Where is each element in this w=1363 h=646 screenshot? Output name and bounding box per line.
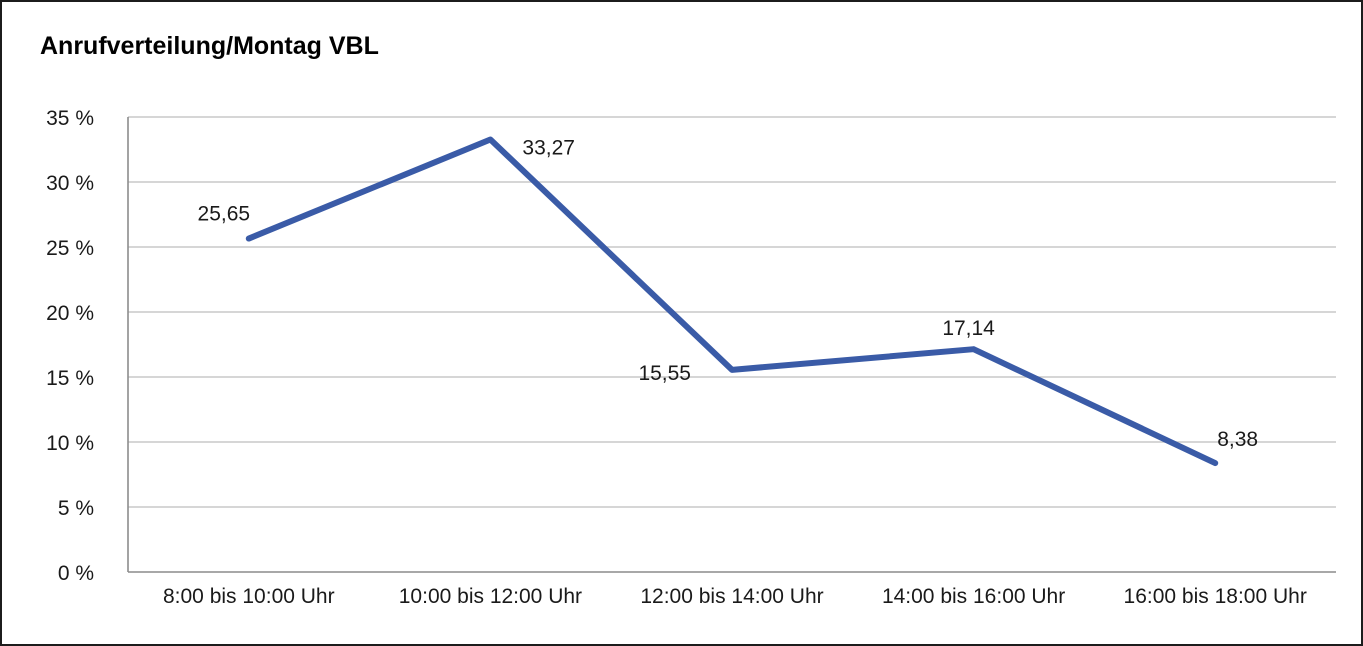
x-tick-label: 10:00 bis 12:00 Uhr <box>399 585 582 608</box>
data-label: 17,14 <box>942 317 995 340</box>
y-tick-label: 20 % <box>46 302 94 325</box>
data-label: 25,65 <box>198 203 251 226</box>
data-label: 8,38 <box>1217 428 1258 451</box>
y-tick-label: 5 % <box>58 497 94 520</box>
x-tick-label: 14:00 bis 16:00 Uhr <box>882 585 1065 608</box>
y-tick-label: 0 % <box>58 562 94 585</box>
y-tick-label: 10 % <box>46 432 94 455</box>
y-tick-label: 35 % <box>46 107 94 130</box>
data-label: 15,55 <box>638 362 691 385</box>
data-line <box>245 136 1219 467</box>
y-tick-label: 30 % <box>46 172 94 195</box>
y-tick-label: 15 % <box>46 367 94 390</box>
x-tick-label: 8:00 bis 10:00 Uhr <box>163 585 335 608</box>
y-tick-label: 25 % <box>46 237 94 260</box>
x-tick-label: 16:00 bis 18:00 Uhr <box>1124 585 1307 608</box>
chart-title: Anrufverteilung/Montag VBL <box>40 32 379 60</box>
data-label: 33,27 <box>522 136 575 159</box>
x-tick-label: 12:00 bis 14:00 Uhr <box>640 585 823 608</box>
